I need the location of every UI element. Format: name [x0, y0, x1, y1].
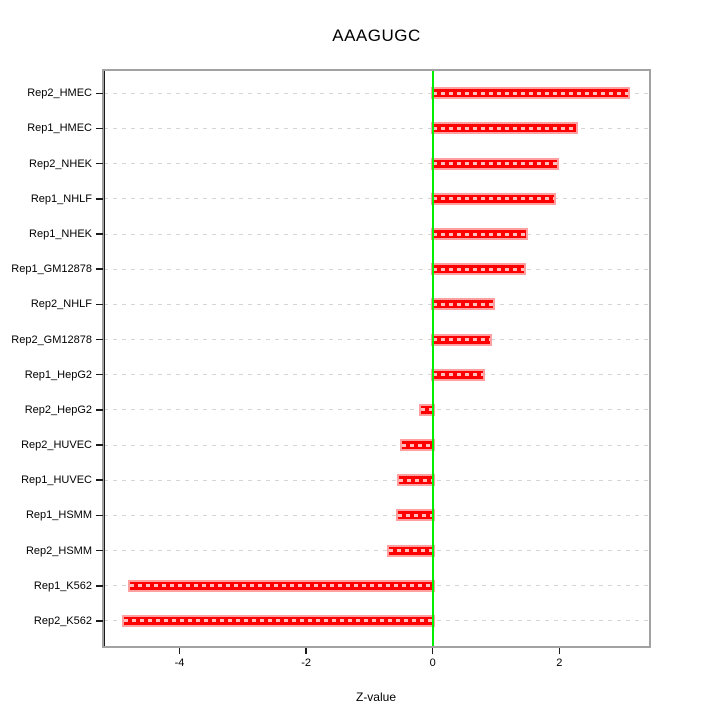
bar [121, 614, 435, 627]
bar [430, 228, 529, 240]
y-tick [96, 514, 103, 517]
y-tick [96, 444, 103, 446]
y-axis-label: Rep1_HUVEC [21, 474, 92, 487]
y-tick [96, 479, 103, 481]
bar [430, 192, 557, 205]
y-axis-label: Rep1_GM12878 [11, 263, 92, 276]
y-tick [96, 162, 103, 165]
gridline [104, 163, 649, 165]
y-axis-label: Rep2_K562 [33, 614, 92, 627]
gridline [104, 127, 649, 129]
bar [399, 439, 435, 452]
bar [387, 544, 435, 557]
y-axis-label: Rep2_GM12878 [11, 333, 92, 346]
gridline [104, 444, 649, 446]
bar [430, 122, 579, 135]
y-tick [96, 198, 103, 200]
bar [128, 579, 435, 592]
y-tick [96, 338, 103, 341]
x-tick [178, 648, 181, 654]
plot-area [102, 69, 651, 648]
x-tick [431, 648, 434, 654]
chart-title: AAAGUGC [332, 26, 421, 45]
y-axis-label: Rep2_NHEK [29, 157, 92, 170]
x-tick [305, 648, 307, 654]
gridline [104, 479, 649, 481]
y-axis-label: Rep2_NHLF [30, 298, 92, 311]
gridline [104, 268, 649, 270]
y-axis-label: Rep2_HMEC [27, 87, 92, 100]
y-axis-label: Rep2_HepG2 [24, 403, 92, 416]
gridline [104, 233, 649, 235]
x-axis-title: Z-value [355, 690, 396, 704]
y-tick [96, 585, 103, 587]
bar [395, 509, 435, 522]
y-axis-line [104, 71, 105, 646]
y-axis-label: Rep1_K562 [33, 579, 92, 592]
y-axis-label: Rep1_NHLF [30, 192, 92, 205]
y-axis-label: Rep1_HMEC [27, 122, 92, 135]
x-tick-label: -4 [174, 657, 185, 669]
y-axis-label: Rep1_NHEK [29, 228, 92, 240]
gridline [104, 514, 649, 516]
gridline [104, 339, 649, 341]
y-tick [96, 127, 103, 130]
zero-line [431, 71, 434, 646]
gridline [104, 550, 649, 552]
y-axis-label: Rep1_HSMM [25, 509, 92, 522]
gridline [104, 409, 649, 411]
y-tick [96, 268, 103, 270]
y-tick [96, 549, 103, 552]
y-tick [96, 92, 103, 95]
bar [430, 368, 485, 381]
gridline [104, 92, 649, 94]
bar [430, 263, 527, 276]
y-tick [96, 233, 103, 235]
bar [430, 298, 495, 311]
x-tick-label: -2 [301, 657, 311, 669]
bar [430, 87, 630, 100]
y-axis-label: Rep1_HepG2 [24, 368, 92, 381]
x-tick [558, 648, 561, 654]
gridline [104, 303, 649, 305]
y-axis-label: Rep2_HSMM [25, 544, 92, 557]
y-axis-label: Rep2_HUVEC [21, 439, 92, 452]
bar [396, 474, 435, 487]
y-tick [96, 409, 103, 411]
bar [430, 157, 560, 170]
gridline [104, 198, 649, 200]
x-tick-label: 2 [556, 657, 563, 669]
bar [430, 333, 492, 346]
y-tick [96, 373, 103, 376]
y-tick [96, 303, 103, 306]
gridline [104, 374, 649, 376]
x-tick-label: 0 [429, 657, 436, 669]
y-tick [96, 620, 103, 622]
